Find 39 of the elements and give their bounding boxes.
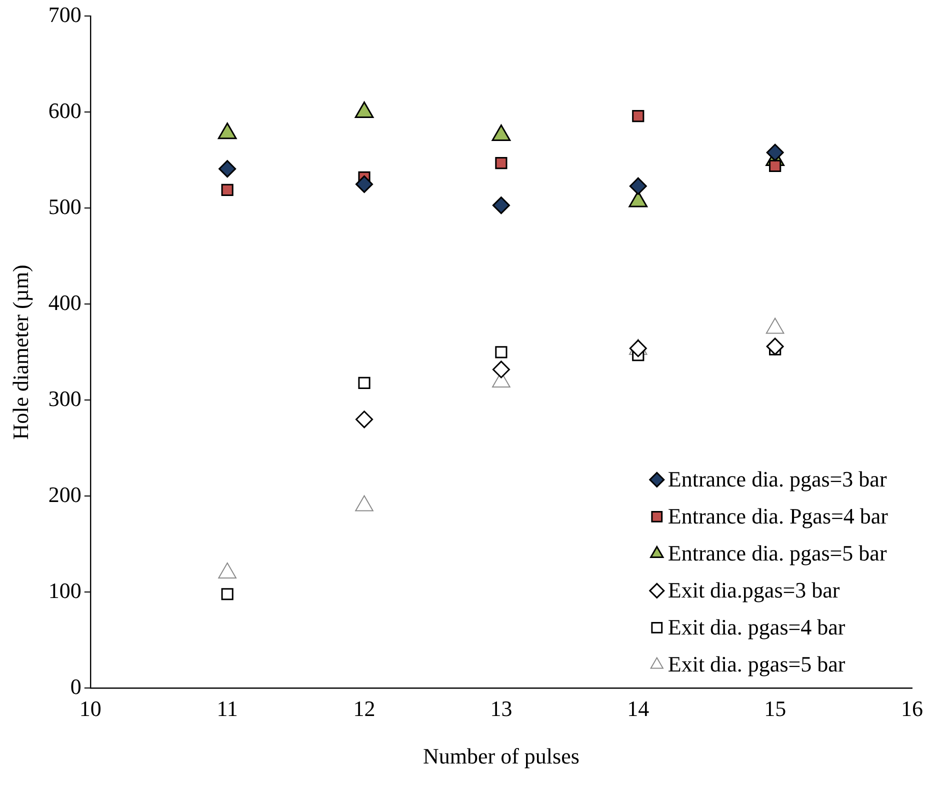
point xyxy=(629,340,647,358)
y-tick-label: 600 xyxy=(48,98,82,123)
point xyxy=(356,410,374,428)
point xyxy=(766,144,784,162)
y-tick-label: 500 xyxy=(48,194,82,219)
x-tick-label: 16 xyxy=(901,696,923,722)
y-tick-label: 200 xyxy=(48,482,82,507)
y-tick-label: 300 xyxy=(48,386,82,411)
y-tick-label: 400 xyxy=(48,290,82,315)
x-tick-label: 15 xyxy=(764,696,786,722)
point xyxy=(495,157,508,170)
point xyxy=(356,175,374,193)
x-axis-title: Number of pulses xyxy=(422,744,580,769)
point xyxy=(629,177,647,195)
x-tick-label: 14 xyxy=(627,696,650,722)
legend-label: Entrance dia. Pgas=4 bar xyxy=(668,503,889,528)
x-tick-label: 10 xyxy=(79,696,102,722)
point xyxy=(492,360,510,378)
x-tick-label: 11 xyxy=(216,696,238,722)
point xyxy=(766,338,784,356)
x-tick-label: 12 xyxy=(353,696,376,722)
point xyxy=(218,160,236,178)
point xyxy=(492,196,510,214)
point xyxy=(632,110,644,122)
point xyxy=(221,184,234,196)
legend-label: Exit dia. pgas=4 bar xyxy=(668,614,846,640)
legend-label: Exit dia. pgas=5 bar xyxy=(668,651,846,676)
y-tick-label: 100 xyxy=(48,578,82,603)
point xyxy=(495,346,508,358)
y-axis-title: Hole diameter (µm) xyxy=(8,264,33,440)
point xyxy=(221,588,234,600)
y-tick-label: 0 xyxy=(70,674,82,699)
legend-label: Exit dia.pgas=3 bar xyxy=(668,577,840,602)
legend-label: Entrance dia. pgas=3 bar xyxy=(668,466,888,492)
x-tick-label: 13 xyxy=(490,696,512,722)
legend-label: Entrance dia. pgas=5 bar xyxy=(668,540,888,566)
point xyxy=(769,160,782,172)
point xyxy=(358,376,370,389)
y-tick-label: 700 xyxy=(48,2,82,27)
